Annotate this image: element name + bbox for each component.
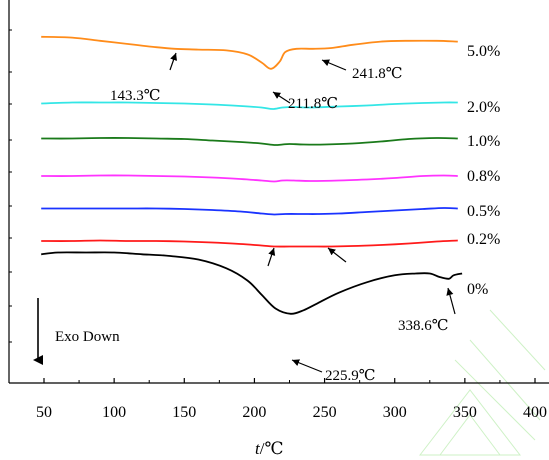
- x-axis-title: t/℃: [255, 439, 283, 458]
- series-line-0-8pct: [41, 174, 458, 183]
- annotation-label-338-6: 338.6℃: [398, 318, 449, 334]
- series-line-0pct: [41, 251, 463, 315]
- annotations: 143.3℃ 211.8℃ 241.8℃ 225.9℃ 338.6℃: [110, 52, 456, 384]
- x-tick-label-50: 50: [36, 404, 52, 421]
- annotation-arrow-241-8: [321, 59, 347, 71]
- annotation-arrow-143-3: [169, 52, 177, 71]
- x-tick-label-300: 300: [383, 404, 407, 421]
- x-tick-label-150: 150: [172, 404, 196, 421]
- series-labels: 5.0% 2.0% 1.0% 0.8% 0.5% 0.2% 0%: [467, 43, 500, 298]
- series-line-5-0pct: [41, 35, 458, 70]
- series-label-0-2pct: 0.2%: [467, 231, 500, 248]
- annotation-label-241-8: 241.8℃: [352, 66, 403, 82]
- annotation-arrow-211-8: [272, 91, 291, 104]
- annotation-arrow-338-6: [446, 287, 456, 315]
- annotation-arrow-225-9: [291, 359, 323, 373]
- annotation-arrow-unlabeled-2: [327, 247, 347, 263]
- series-label-0-8pct: 0.8%: [467, 168, 500, 185]
- annotation-arrow-unlabeled-1: [267, 247, 276, 267]
- x-axis-ticks: 50 100 150 200 250 300 350 400: [9, 29, 547, 421]
- series-line-0-2pct: [41, 239, 458, 248]
- series-line-0-5pct: [41, 207, 458, 216]
- series-label-0-5pct: 0.5%: [467, 203, 500, 220]
- series-line-1-0pct: [41, 137, 458, 146]
- series-label-1-0pct: 1.0%: [467, 133, 500, 150]
- exo-down-label: Exo Down: [55, 329, 120, 345]
- watermark: [418, 309, 546, 456]
- x-tick-label-350: 350: [453, 404, 477, 421]
- series-label-2-0pct: 2.0%: [467, 99, 500, 116]
- series-label-0pct: 0%: [467, 281, 488, 298]
- annotation-label-211-8: 211.8℃: [288, 96, 338, 112]
- series-label-5-0pct: 5.0%: [467, 43, 500, 60]
- annotation-label-225-9: 225.9℃: [325, 368, 376, 384]
- x-tick-label-250: 250: [313, 404, 337, 421]
- x-tick-label-100: 100: [102, 404, 126, 421]
- x-tick-label-200: 200: [242, 404, 266, 421]
- annotation-label-143-3: 143.3℃: [110, 88, 161, 104]
- x-tick-label-400: 400: [523, 404, 547, 421]
- plot-area: [41, 35, 463, 315]
- series-line-2-0pct: [41, 101, 458, 110]
